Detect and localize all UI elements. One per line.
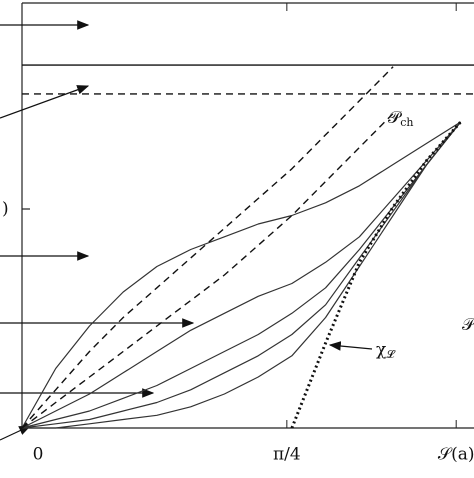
annotation: 𝒫 [462,315,474,335]
series-line [21,121,462,429]
annotation-subscript: 𝓛 [386,348,396,361]
series-line [21,121,462,429]
series-line [21,66,394,429]
annotation: ) [2,199,9,219]
series-line [21,121,461,429]
plot-frame [21,2,474,429]
series-line [22,121,462,429]
annotation: 𝒫ch [388,108,414,130]
annotation-text: 𝒫 [388,108,402,128]
series-line [290,121,462,429]
annotation-text: χ [376,340,386,360]
pointer-arrows [0,20,373,441]
series-line [21,121,462,429]
series-line [21,113,394,429]
x-tick-label: 0 [33,445,44,465]
annotation: χ𝓛 [376,340,396,362]
annotation-subscript: ch [400,116,413,129]
annotation-text: 𝒫 [462,315,474,335]
x-tick-label: 𝒮(a) [438,445,474,465]
annotation-text: ) [2,199,9,219]
x-tick-label: π/4 [273,445,301,465]
